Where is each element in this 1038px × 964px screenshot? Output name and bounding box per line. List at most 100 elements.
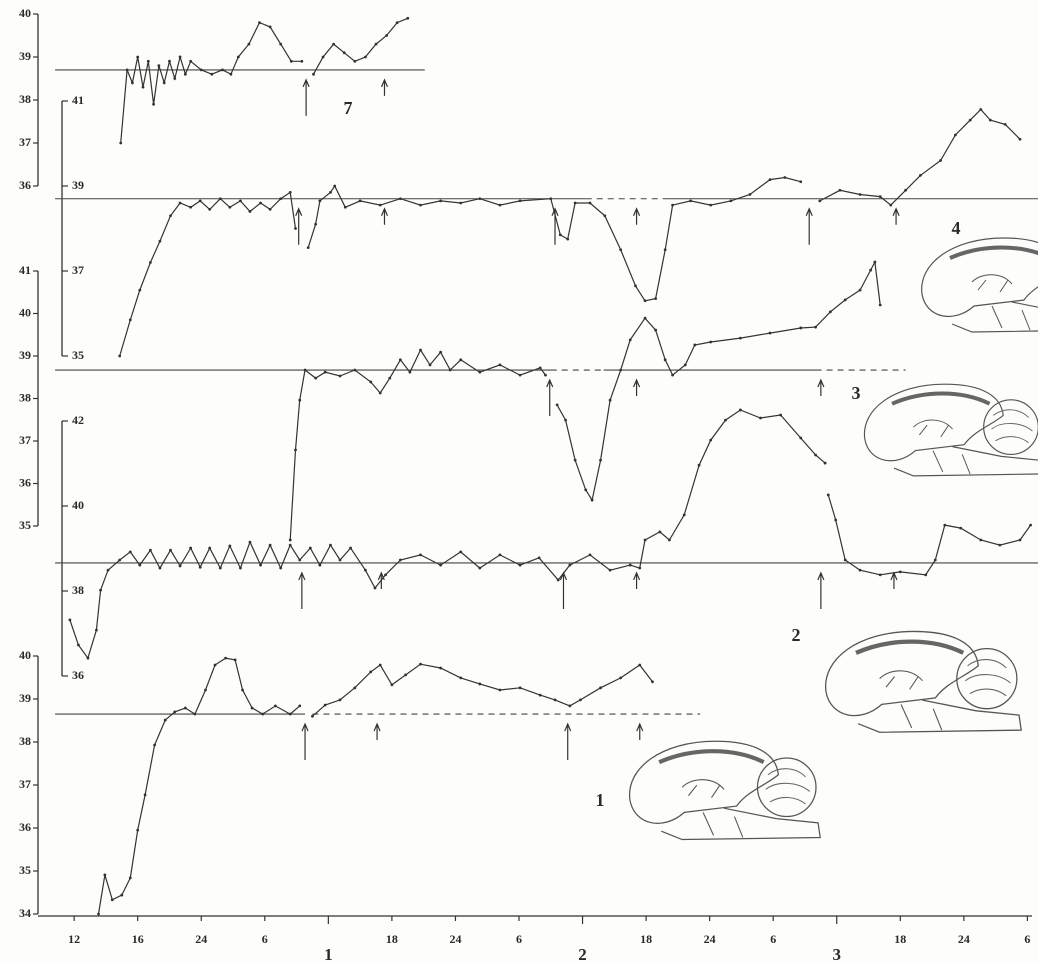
day-label: 1 [324, 945, 333, 964]
trace-point [459, 676, 463, 680]
trace-point [439, 350, 443, 354]
trace-point [141, 85, 145, 89]
stimulus-arrow [892, 207, 900, 225]
trace-point [158, 239, 162, 243]
trace-point [298, 704, 302, 708]
trace-point [323, 370, 327, 374]
trace-point [378, 663, 382, 667]
trace-point [1018, 538, 1022, 542]
trace-point [106, 568, 110, 572]
trace-point [599, 458, 602, 462]
trace-point [682, 513, 686, 517]
trace-point [378, 391, 382, 395]
trace-point [228, 544, 232, 548]
trace-point [68, 618, 72, 622]
y-tick-label: 40 [19, 648, 31, 662]
trace-point [814, 453, 817, 457]
trace-point [189, 546, 193, 550]
trace-point [518, 199, 522, 203]
trace-point [873, 260, 877, 264]
trace-point [261, 712, 265, 716]
trace-point [338, 558, 342, 562]
trace-point [478, 370, 482, 374]
trace-point [564, 418, 568, 422]
x-tick-label: 24 [449, 932, 461, 946]
trace-point [919, 173, 922, 177]
y-tick-label: 36 [72, 668, 84, 682]
stimulus-arrow [302, 78, 310, 116]
trace-point [933, 558, 937, 562]
trace-label: 1 [596, 790, 605, 810]
trace-point [689, 199, 692, 203]
trace-point [178, 564, 182, 568]
trace-point [709, 340, 713, 344]
trace-point [153, 743, 157, 747]
trace-point [658, 530, 662, 534]
trace-point [588, 553, 592, 557]
trace-point [829, 310, 832, 314]
trace-point [878, 195, 882, 199]
y-tick-label: 36 [19, 178, 31, 192]
trace-point [1029, 523, 1032, 527]
trace-point [250, 706, 254, 710]
stimulus-arrow [373, 722, 381, 741]
trace-point [419, 662, 422, 666]
trace-point [768, 331, 772, 335]
day-label: 2 [578, 945, 587, 964]
trace-point [259, 201, 262, 205]
trace-point [568, 704, 572, 708]
trace-label: 3 [852, 383, 861, 403]
trace-point [311, 714, 314, 718]
trace-point [228, 205, 232, 209]
y-tick-label: 37 [72, 263, 84, 277]
trace-point [143, 793, 147, 797]
trace-point [99, 588, 103, 592]
stimulus-arrow [636, 722, 644, 741]
trace-point [459, 550, 463, 554]
trace-point [298, 558, 302, 562]
trace-point [193, 712, 197, 716]
trace-point [189, 205, 193, 209]
y-tick-label: 40 [72, 498, 84, 512]
temperature-trace [289, 260, 881, 541]
trace-point [898, 570, 902, 574]
trace-point [823, 461, 827, 465]
trace-point [588, 201, 592, 205]
day-label: 3 [833, 945, 842, 964]
trace-point [683, 363, 687, 367]
trace-point [279, 566, 283, 570]
trace-point [308, 546, 312, 550]
trace-point [419, 553, 422, 557]
trace-point [858, 568, 862, 572]
trace-point [538, 366, 542, 370]
trace-point [204, 688, 207, 692]
trace-point [353, 686, 357, 690]
stimulus-arrow [564, 722, 572, 761]
trace-point [199, 68, 203, 72]
trace-point [709, 438, 713, 442]
y-tick-label: 39 [19, 691, 31, 705]
trace-point [288, 543, 292, 547]
trace-point [799, 180, 803, 184]
trace-point [878, 303, 882, 307]
trace-point [398, 358, 402, 362]
trace-point [671, 203, 674, 207]
trace-point [1003, 122, 1007, 126]
trace-point [369, 380, 373, 384]
trace-point [318, 199, 322, 203]
trace-point [498, 553, 502, 557]
stimulus-arrow [301, 722, 309, 761]
x-tick-label: 24 [704, 932, 716, 946]
trace-point [834, 518, 838, 522]
trace-point [378, 203, 382, 207]
stimulus-arrow [805, 207, 813, 245]
trace-point [312, 72, 315, 76]
trace-point [643, 299, 647, 303]
trace-point [353, 59, 357, 63]
trace-point [314, 222, 318, 226]
trace-point [162, 81, 166, 85]
trace-point [408, 370, 412, 374]
trace-point [419, 203, 422, 207]
trace-point [979, 538, 983, 542]
trace-point [998, 543, 1002, 547]
